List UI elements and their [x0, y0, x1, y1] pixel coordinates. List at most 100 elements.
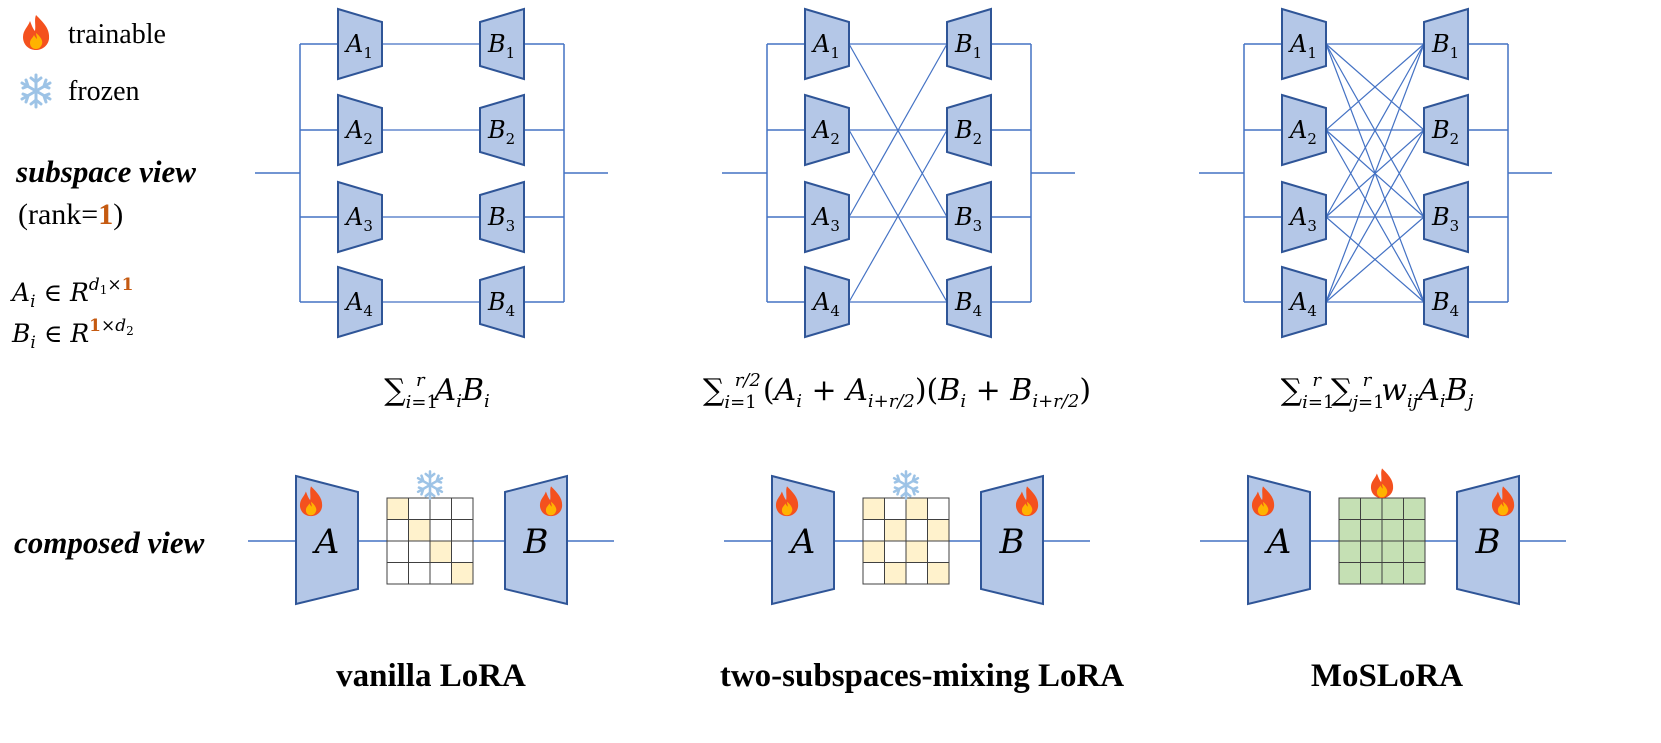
mixer-cell [451, 540, 474, 563]
b-block [479, 265, 525, 339]
b-block-label: B2 [954, 116, 982, 148]
flame-icon [23, 15, 50, 50]
mixer-cell [1338, 497, 1361, 520]
b-block [1423, 7, 1469, 81]
b-block [1423, 93, 1469, 167]
a-block-label: A4 [811, 288, 840, 320]
mixer-cell [1360, 562, 1383, 585]
composed-b-label: B [1475, 522, 1501, 562]
mixer-cell [429, 497, 452, 520]
a-block-label: A4 [1288, 288, 1317, 320]
mixer-cell [884, 519, 907, 542]
composed-a-label: A [1264, 522, 1292, 562]
b-block [479, 7, 525, 81]
subspace-view-label: subspace view [15, 154, 196, 189]
mixer-cell [1360, 519, 1383, 542]
mixing-lora-title: two-subspaces-mixing LoRA [720, 658, 1124, 694]
mixer-cell [1381, 519, 1404, 542]
b-block-label: B4 [487, 288, 515, 320]
snowflake-icon [892, 470, 920, 500]
a-block [337, 180, 383, 254]
a-block [804, 265, 850, 339]
mixer-cell [1381, 562, 1404, 585]
legend-frozen-label: frozen [68, 76, 140, 107]
b-dimension-label: Bi ∈ R1×d2 [11, 316, 134, 353]
rank-label: (rank=1) [18, 198, 123, 231]
a-block-label: A4 [344, 288, 373, 320]
a-block [804, 93, 850, 167]
mixer-cell [408, 519, 431, 542]
mixer-cell [1360, 540, 1383, 563]
mixer-cell [408, 497, 431, 520]
mixer-cell [386, 519, 409, 542]
b-block [946, 93, 992, 167]
a-block-label: A2 [1288, 116, 1317, 148]
snowflake-icon [20, 73, 52, 109]
composed-a-label: A [312, 522, 340, 562]
mixer-cell [451, 519, 474, 542]
mixer-cell [862, 519, 885, 542]
moslora-title: MoSLoRA [1311, 658, 1463, 694]
mixer-cell [451, 497, 474, 520]
subspace-connection [1325, 43, 1425, 131]
mixer-cell [927, 519, 950, 542]
b-block-label: B2 [1431, 116, 1459, 148]
mixer-cell [884, 497, 907, 520]
flame-icon [1370, 468, 1394, 499]
a-block-label: A3 [344, 203, 373, 235]
mixer-cell [1360, 497, 1383, 520]
a-block-label: A1 [1288, 30, 1317, 62]
composed-view-label: composed view [14, 525, 205, 560]
a-block [337, 265, 383, 339]
a-block [804, 180, 850, 254]
mixer-cell [905, 540, 928, 563]
b-block-label: B1 [1431, 30, 1459, 62]
b-block-label: B3 [487, 203, 515, 235]
vanilla-lora-title: vanilla LoRA [336, 658, 526, 694]
b-block-label: B2 [487, 116, 515, 148]
b-block [946, 180, 992, 254]
mixer-cell [927, 562, 950, 585]
a-block-label: A3 [1288, 203, 1317, 235]
b-block-label: B4 [954, 288, 982, 320]
mixer-cell [884, 562, 907, 585]
mixer-cell [386, 562, 409, 585]
subspace-connection [848, 43, 948, 218]
a-block [1281, 265, 1327, 339]
composed-b-label: B [999, 522, 1025, 562]
b-block [479, 180, 525, 254]
a-block [337, 93, 383, 167]
mixer-cell [429, 540, 452, 563]
mixer-cell [1403, 540, 1426, 563]
b-block [1423, 180, 1469, 254]
mixer-cell [1403, 562, 1426, 585]
b-block-label: B3 [954, 203, 982, 235]
composed-b-label: B [523, 522, 549, 562]
a-block [804, 7, 850, 81]
mixer-cell [1381, 497, 1404, 520]
mixing-formula: ∑i=1r/2(Ai + Ai+r/2)(Bi + Bi+r/2) [703, 370, 1091, 413]
snowflake-icon [416, 470, 444, 500]
mixer-cell [1338, 540, 1361, 563]
mixer-cell [386, 540, 409, 563]
mixer-cell [862, 497, 885, 520]
subspace-connection [1325, 43, 1425, 303]
mixer-cell [408, 540, 431, 563]
mixer-cell [408, 562, 431, 585]
subspace-connection [1325, 129, 1425, 303]
mixer-cell [927, 540, 950, 563]
b-block [1423, 265, 1469, 339]
subspace-connection [848, 129, 948, 303]
a-block-label: A3 [811, 203, 840, 235]
mixer-cell [905, 519, 928, 542]
a-block-label: A1 [344, 30, 373, 62]
b-block-label: B1 [487, 30, 515, 62]
b-block [946, 7, 992, 81]
b-block [479, 93, 525, 167]
subspace-connection [1325, 43, 1425, 218]
mixer-cell [1381, 540, 1404, 563]
